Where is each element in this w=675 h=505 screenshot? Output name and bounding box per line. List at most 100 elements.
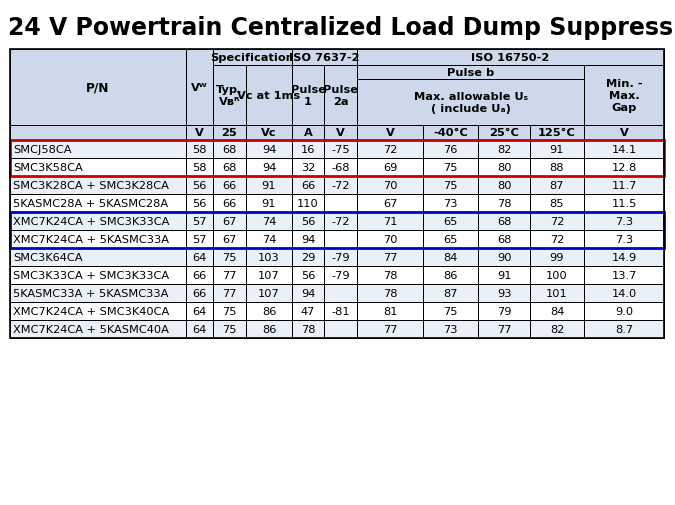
Bar	[246, 267, 292, 284]
Bar	[357, 213, 423, 231]
Bar	[324, 302, 357, 320]
Bar	[10, 50, 186, 126]
Bar	[186, 267, 213, 284]
Text: 25: 25	[221, 128, 238, 138]
Bar	[10, 177, 664, 194]
Text: 107: 107	[258, 271, 280, 280]
Bar	[246, 159, 292, 177]
Text: 66: 66	[222, 198, 237, 209]
Bar	[423, 302, 478, 320]
Bar	[530, 159, 584, 177]
Text: 94: 94	[262, 145, 276, 155]
Bar	[478, 213, 530, 231]
Text: 11.5: 11.5	[612, 198, 637, 209]
Text: 77: 77	[383, 252, 398, 263]
Bar	[246, 213, 292, 231]
Text: 94: 94	[262, 163, 276, 173]
Bar	[478, 320, 530, 338]
Text: 73: 73	[443, 324, 458, 334]
Text: 29: 29	[301, 252, 315, 263]
Bar	[10, 284, 664, 302]
Bar	[324, 159, 357, 177]
Bar	[292, 126, 324, 141]
Bar	[10, 320, 664, 338]
Text: 69: 69	[383, 163, 397, 173]
Bar	[10, 231, 186, 248]
Text: 91: 91	[549, 145, 564, 155]
Text: 67: 67	[222, 217, 237, 227]
Text: 56: 56	[301, 271, 315, 280]
Text: 58: 58	[192, 145, 207, 155]
Text: 84: 84	[443, 252, 458, 263]
Text: 94: 94	[301, 288, 315, 298]
Bar	[324, 248, 357, 267]
Bar	[10, 194, 186, 213]
Text: 94: 94	[301, 234, 315, 244]
Text: 70: 70	[383, 181, 398, 190]
Bar	[292, 50, 357, 66]
Bar	[357, 159, 423, 177]
Bar	[478, 284, 530, 302]
Bar	[10, 267, 664, 284]
Bar	[584, 284, 664, 302]
Text: 5KASMC33A + 5KASMC33A: 5KASMC33A + 5KASMC33A	[13, 288, 168, 298]
Text: 14.1: 14.1	[612, 145, 637, 155]
Bar	[292, 320, 324, 338]
Bar	[357, 194, 423, 213]
Bar	[423, 320, 478, 338]
Bar	[357, 126, 423, 141]
Bar	[423, 231, 478, 248]
Bar	[584, 302, 664, 320]
Text: 57: 57	[192, 217, 207, 227]
Bar	[530, 320, 584, 338]
Text: 76: 76	[443, 145, 458, 155]
Bar	[478, 302, 530, 320]
Bar	[186, 126, 213, 141]
Bar	[213, 177, 246, 194]
Bar	[186, 213, 213, 231]
Bar	[292, 213, 324, 231]
Text: XMC7K24CA + SMC3K33CA: XMC7K24CA + SMC3K33CA	[13, 217, 169, 227]
Bar	[10, 194, 664, 213]
Text: 68: 68	[222, 163, 237, 173]
Bar	[10, 248, 664, 267]
Bar	[10, 267, 186, 284]
Text: 68: 68	[222, 145, 237, 155]
Text: Vᴄ at 1ms: Vᴄ at 1ms	[238, 91, 300, 101]
Text: 82: 82	[550, 324, 564, 334]
Text: 11.7: 11.7	[612, 181, 637, 190]
Bar	[324, 267, 357, 284]
Text: 56: 56	[301, 217, 315, 227]
Bar	[324, 320, 357, 338]
Text: 73: 73	[443, 198, 458, 209]
Bar	[423, 267, 478, 284]
Bar	[478, 194, 530, 213]
Bar	[10, 141, 664, 177]
Bar	[324, 66, 357, 126]
Text: Pulse
2a: Pulse 2a	[323, 85, 358, 107]
Text: XMC7K24CA + 5KASMC33A: XMC7K24CA + 5KASMC33A	[13, 234, 169, 244]
Bar	[357, 320, 423, 338]
Text: Vᵂ: Vᵂ	[191, 83, 208, 93]
Bar	[324, 231, 357, 248]
Text: Min. -
Max.
Gap: Min. - Max. Gap	[605, 79, 643, 113]
Bar	[246, 248, 292, 267]
Text: SMC3K64CA: SMC3K64CA	[13, 252, 82, 263]
Bar	[246, 231, 292, 248]
Text: 64: 64	[192, 324, 207, 334]
Text: 91: 91	[497, 271, 511, 280]
Bar	[423, 213, 478, 231]
Bar	[423, 141, 478, 159]
Text: ISO 7637-2: ISO 7637-2	[290, 53, 360, 63]
Text: 107: 107	[258, 288, 280, 298]
Bar	[584, 159, 664, 177]
Bar	[423, 177, 478, 194]
Text: 81: 81	[383, 307, 398, 316]
Text: 75: 75	[222, 307, 237, 316]
Bar	[10, 141, 186, 159]
Text: 74: 74	[262, 234, 276, 244]
Text: 110: 110	[297, 198, 319, 209]
Bar	[292, 141, 324, 159]
Text: 90: 90	[497, 252, 511, 263]
Text: 67: 67	[222, 234, 237, 244]
